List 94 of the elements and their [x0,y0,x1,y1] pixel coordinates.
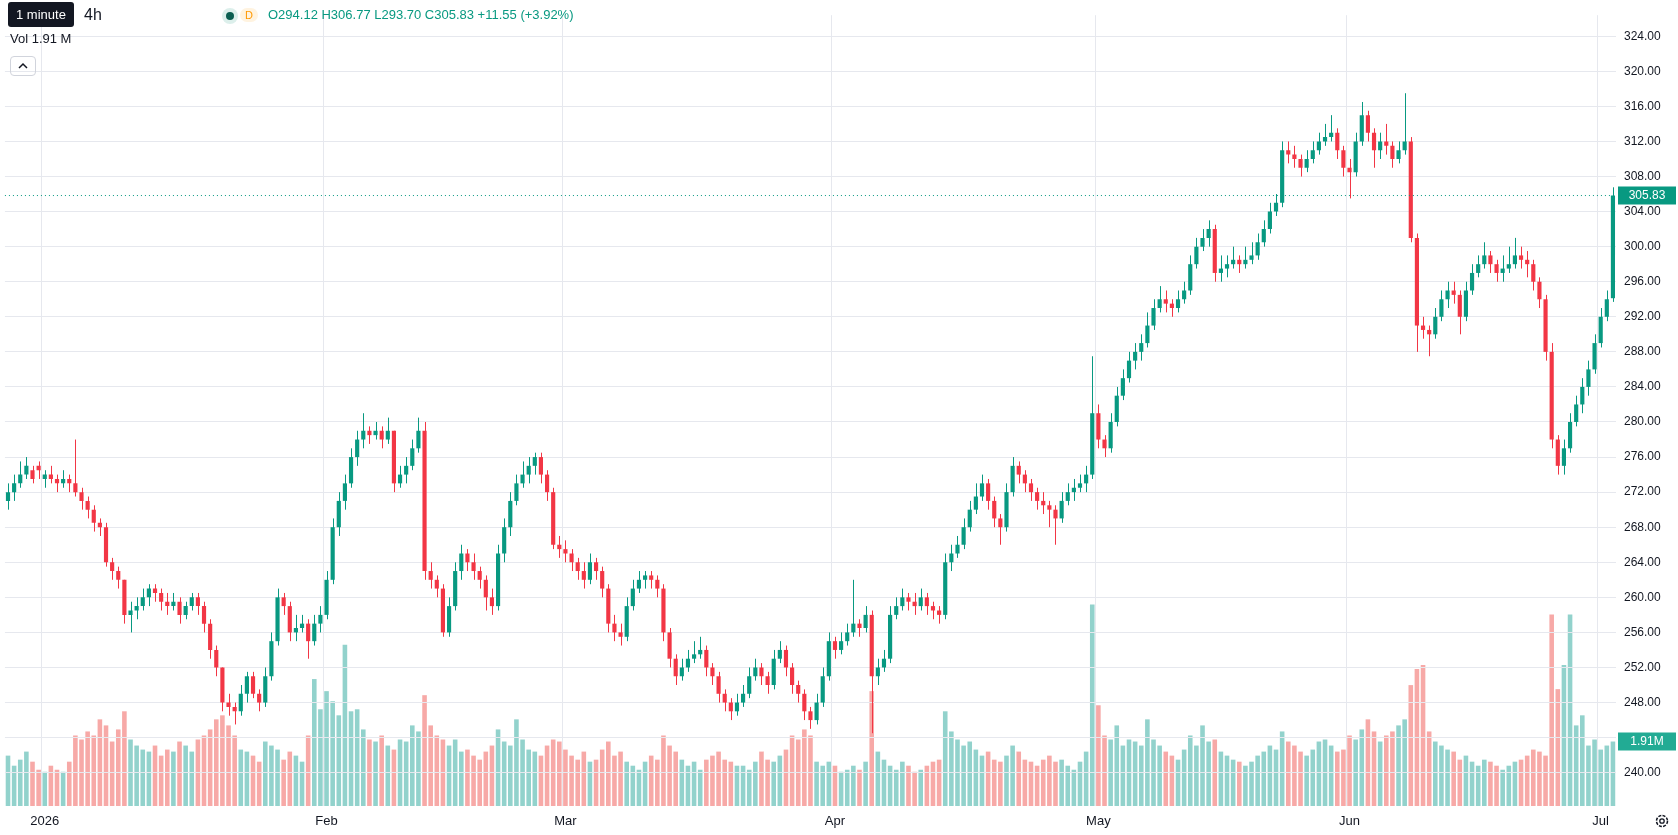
bar [360,729,366,806]
candlestick [563,539,568,563]
bar [869,691,875,806]
bar [1500,769,1505,806]
text: 1.91M [1630,733,1664,748]
candlestick [1249,241,1254,265]
y-tick-label: 252.00 [1624,659,1662,674]
y-tick-label: 280.00 [1624,414,1662,429]
candlestick [808,706,813,730]
y-tick-label: 272.00 [1624,484,1662,499]
bar [1212,739,1218,806]
x-tick-label: Feb [315,813,338,829]
candlestick [1592,333,1597,375]
bar [857,769,862,806]
bar [1236,761,1242,806]
candlestick [661,583,666,642]
candlestick [514,474,519,506]
bar [177,741,182,806]
y-tick-label: 304.00 [1624,203,1662,218]
bar [1482,759,1487,806]
x-tick-label: May [1086,813,1112,829]
candlestick [1396,140,1401,164]
annotation: Vol 1.91 M [10,31,72,46]
y-tick-label: 268.00 [1624,519,1662,534]
bar [379,735,384,806]
y-tick-label: 316.00 [1624,98,1662,113]
y-tick-label: 292.00 [1624,309,1662,324]
bar [1089,604,1095,806]
bar [624,761,629,806]
annotation: D [240,8,258,22]
candlestick [1586,360,1591,397]
candlestick [1494,259,1499,283]
candlestick [79,487,84,511]
candlestick [759,662,764,686]
candlestick [30,465,35,484]
bar [459,751,464,806]
candlestick [667,627,672,668]
y-tick-label: 284.00 [1624,379,1662,394]
y-tick-label: 248.00 [1624,694,1662,709]
candlestick [422,421,427,581]
x-tick-label: Jul [1592,813,1610,829]
candlestick [1439,289,1444,322]
candlestick [177,596,182,625]
bar [373,741,378,806]
candlestick [955,535,960,559]
candlestick [1445,281,1450,309]
y-tick-label: 288.00 [1624,344,1662,359]
bar [1016,751,1022,806]
bar [171,751,176,806]
x-tick-label: Apr [824,813,846,829]
x-tick-label: Mar [554,813,578,829]
candlestick [1151,298,1156,331]
y-tick-label: 276.00 [1624,449,1662,464]
y-tick-label: 312.00 [1624,133,1662,148]
y-tick-label: 264.00 [1624,554,1662,569]
bar [697,769,703,806]
bar [42,771,48,806]
candlestick [1200,228,1205,252]
bar [385,745,391,806]
bar [238,749,244,806]
candlestick [618,623,623,647]
candlestick [324,570,329,620]
bar [1163,751,1169,806]
bar [164,749,170,806]
candlestick [1537,276,1542,309]
bar [863,761,868,806]
candlestick [275,588,280,647]
annotation: 1 minute [8,2,74,27]
x-tick-label: Jun [1339,813,1361,829]
y-tick-label: 324.00 [1624,28,1662,43]
candlestick [906,592,911,611]
candlestick [416,417,421,454]
y-tick-label: 260.00 [1624,589,1662,604]
chart-title: 4h [84,6,102,24]
y-tick-label: 256.00 [1624,624,1662,639]
candlestick [1004,482,1009,533]
y-tick-label: 240.00 [1624,765,1662,779]
candlestick [1543,294,1548,362]
y-tick-label: 300.00 [1624,238,1662,253]
y-tick-label: 308.00 [1624,168,1662,183]
bar [771,761,777,806]
candlestick [1488,250,1493,274]
candlestick [710,662,715,686]
candlestick [128,601,133,633]
bar [367,739,372,806]
bar [918,769,924,806]
candlestick [1298,154,1303,178]
y-tick-label: 320.00 [1624,63,1662,78]
y-tick-label: 296.00 [1624,274,1662,289]
x-tick-label: 2026 [30,813,60,829]
bar [1408,685,1414,806]
candlestick [471,553,476,581]
annotation: O294.12 H306.77 L293.70 C305.83 +11.55 (+3.92%) [268,7,574,22]
ref-line-label: 305.83 [1628,187,1666,202]
